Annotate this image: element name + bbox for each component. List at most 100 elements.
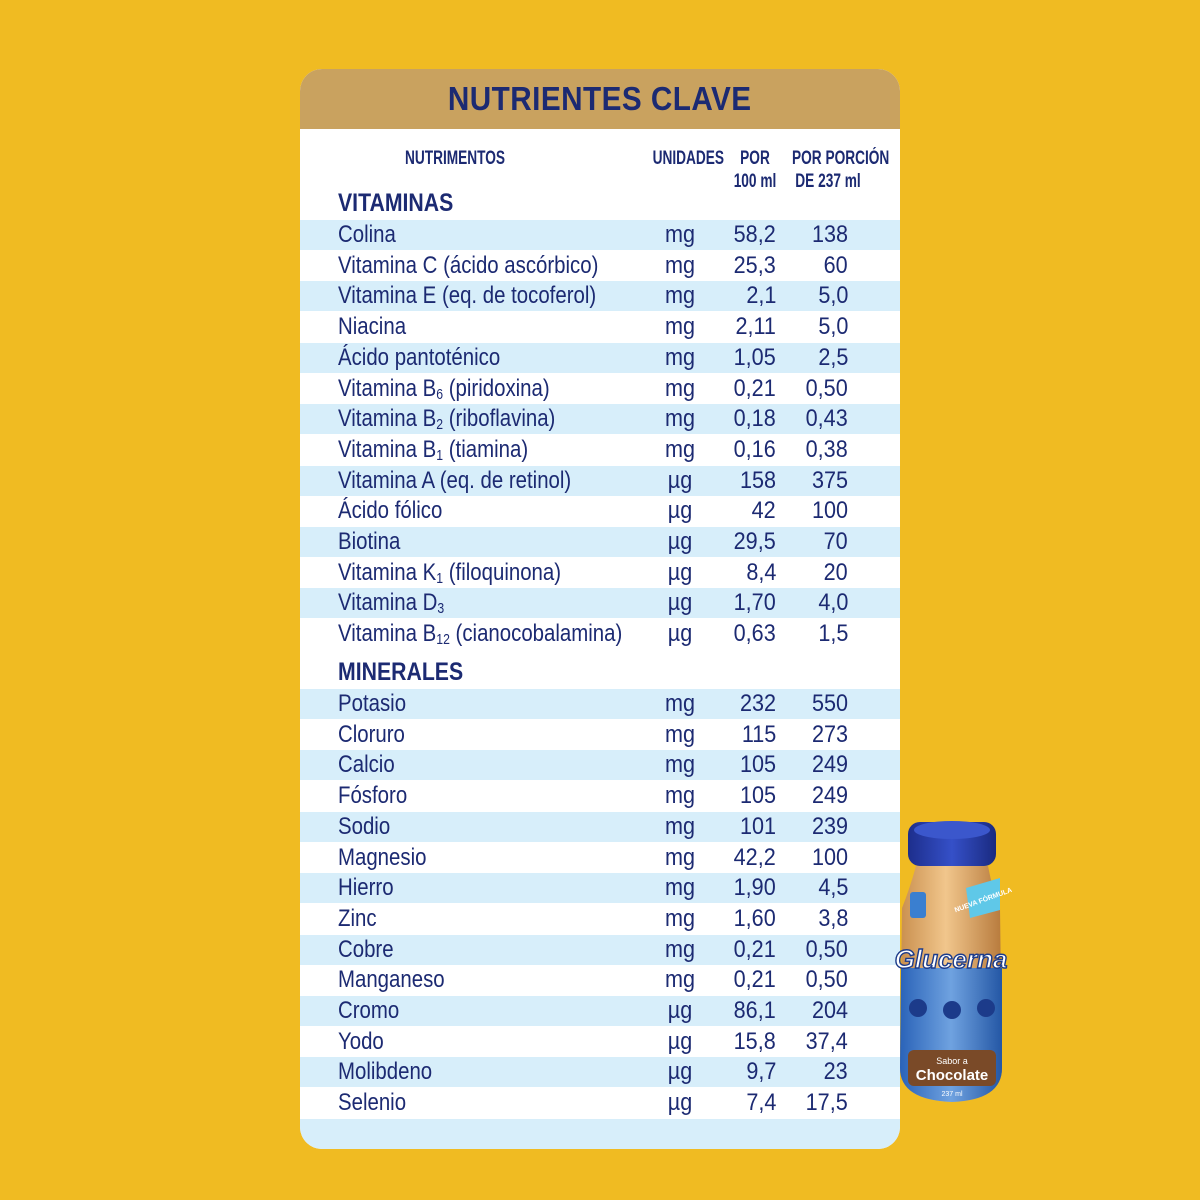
nutrient-per-serving: 0,50 <box>805 374 848 402</box>
bottle-brand-text: Glucerna <box>895 944 1008 974</box>
table-row: Vitamina A (eq. de retinol) µg 158 375 <box>300 465 900 496</box>
nutrient-name: Vitamina C (ácido ascórbico) <box>338 251 599 279</box>
nutrient-per-100ml: 15,8 <box>733 1027 776 1055</box>
nutrient-per-100ml: 29,5 <box>733 528 776 555</box>
nutrient-per-serving: 5,0 <box>817 282 848 310</box>
nutrient-name: Magnesio <box>338 843 427 871</box>
nutrient-name: Biotina <box>338 528 401 555</box>
nutrition-card: NUTRIENTES CLAVE NUTRIMENTOS UNIDADES PO… <box>300 69 900 1149</box>
nutrient-unit: mg <box>664 374 696 402</box>
nutrient-name: Niacina <box>338 313 407 341</box>
nutrient-unit: µg <box>667 997 693 1024</box>
nutrient-unit: µg <box>667 466 693 494</box>
nutrient-per-100ml: 9,7 <box>745 1058 776 1086</box>
nutrient-unit: mg <box>664 966 696 994</box>
nutrient-name: Sodio <box>338 812 391 840</box>
nutrient-per-100ml: 42,2 <box>733 843 776 871</box>
nutrient-per-100ml: 0,18 <box>733 405 776 433</box>
nutrient-per-100ml: 115 <box>741 720 776 748</box>
nutrient-unit: mg <box>664 435 696 463</box>
column-header-nutrients: NUTRIMENTOS <box>401 147 509 170</box>
nutrient-per-serving: 100 <box>811 497 848 525</box>
vitamins-section-title: VITAMINAS <box>338 189 454 217</box>
nutrient-per-serving: 37,4 <box>805 1027 848 1055</box>
nutrient-per-serving: 60 <box>823 251 848 279</box>
nutrient-unit: µg <box>667 558 693 586</box>
table-row: Vitamina B1 (tiamina) mg 0,16 0,38 <box>300 435 900 465</box>
table-row: Vitamina E (eq. de tocoferol) mg 2,1 5,0 <box>300 281 900 312</box>
nutrient-unit: µg <box>667 1027 693 1055</box>
nutrient-unit: mg <box>664 751 696 779</box>
nutrient-per-serving: 17,5 <box>805 1089 848 1117</box>
nutrient-per-serving: 5,0 <box>817 313 848 341</box>
nutrient-name: Vitamina D3 <box>338 589 445 618</box>
nutrient-name: Calcio <box>338 751 395 779</box>
column-header-perserving-line1: POR PORCIÓN <box>792 148 890 169</box>
nutrient-per-100ml: 105 <box>739 782 776 810</box>
nutrient-name: Manganeso <box>338 966 445 994</box>
column-header-per100: POR 100 ml <box>733 147 777 193</box>
table-row: Selenio µg 7,4 17,5 <box>300 1088 900 1118</box>
table-row: Manganeso mg 0,21 0,50 <box>300 965 900 995</box>
nutrient-per-serving: 70 <box>823 528 848 555</box>
nutrient-per-serving: 2,5 <box>817 343 848 371</box>
nutrient-unit: mg <box>664 282 696 310</box>
bottom-band <box>300 1119 900 1149</box>
nutrient-name: Fósforo <box>338 782 408 810</box>
table-row: Vitamina B12 (cianocobalamina) µg 0,63 1,5 <box>300 619 900 649</box>
nutrient-unit: mg <box>664 874 696 902</box>
card-header: NUTRIENTES CLAVE <box>300 69 900 129</box>
nutrient-per-serving: 4,5 <box>817 874 848 902</box>
nutrient-per-serving: 20 <box>823 558 848 586</box>
nutrient-per-serving: 249 <box>811 751 848 779</box>
table-row: Fósforo mg 105 249 <box>300 781 900 811</box>
nutrient-name: Cromo <box>338 997 400 1024</box>
nutrient-per-100ml: 232 <box>739 690 776 717</box>
nutrient-name: Cloruro <box>338 720 405 748</box>
nutrient-name: Cobre <box>338 935 394 963</box>
nutrient-per-100ml: 25,3 <box>733 251 776 279</box>
card-title: NUTRIENTES CLAVE <box>448 80 752 117</box>
bottle-flavor-text: Chocolate <box>916 1067 989 1084</box>
nutrient-unit: µg <box>667 1089 693 1117</box>
nutrient-per-100ml: 0,21 <box>733 935 776 963</box>
nutrient-per-100ml: 1,05 <box>733 343 776 371</box>
nutrient-per-serving: 239 <box>811 812 848 840</box>
nutrient-per-serving: 550 <box>811 690 848 717</box>
nutrient-per-serving: 375 <box>811 466 848 494</box>
nutrient-unit: mg <box>664 221 696 248</box>
minerals-section-title: MINERALES <box>338 658 464 686</box>
nutrient-name: Vitamina E (eq. de tocoferol) <box>338 282 597 310</box>
column-header-perserving-line2: DE 237 ml <box>795 171 861 192</box>
nutrient-per-100ml: 0,21 <box>733 966 776 994</box>
nutrient-unit: mg <box>664 904 696 932</box>
nutrient-unit: µg <box>667 528 693 555</box>
nutrient-per-serving: 249 <box>811 782 848 810</box>
table-row: Cromo µg 86,1 204 <box>300 996 900 1026</box>
table-row: Molibdeno µg 9,7 23 <box>300 1057 900 1088</box>
table-row: Vitamina C (ácido ascórbico) mg 25,3 60 <box>300 251 900 281</box>
nutrient-per-serving: 273 <box>811 720 848 748</box>
nutrient-name: Vitamina B1 (tiamina) <box>338 435 529 464</box>
column-header-nutrients-label: NUTRIMENTOS <box>404 148 506 169</box>
nutrient-per-serving: 1,5 <box>817 620 848 648</box>
nutrient-per-100ml: 2,1 <box>745 282 776 310</box>
nutrient-per-serving: 204 <box>811 997 848 1024</box>
nutrient-unit: µg <box>667 620 693 648</box>
column-header-per100-line1: POR <box>740 148 770 169</box>
column-header-units-label: UNIDADES <box>652 148 725 169</box>
nutrient-unit: mg <box>664 251 696 279</box>
table-row: Ácido pantoténico mg 1,05 2,5 <box>300 342 900 373</box>
nutrient-unit: mg <box>664 812 696 840</box>
nutrient-unit: mg <box>664 405 696 433</box>
nutrient-unit: µg <box>667 589 693 617</box>
column-header-units: UNIDADES <box>653 147 724 170</box>
nutrient-per-serving: 100 <box>811 843 848 871</box>
nutrient-per-100ml: 1,60 <box>733 904 776 932</box>
nutrient-per-100ml: 0,63 <box>733 620 776 648</box>
table-row: Magnesio mg 42,2 100 <box>300 843 900 873</box>
nutrient-name: Colina <box>338 221 396 248</box>
table-row: Ácido fólico µg 42 100 <box>300 496 900 526</box>
table-row: Vitamina B2 (riboflavina) mg 0,18 0,43 <box>300 404 900 435</box>
nutrient-per-100ml: 1,90 <box>733 874 776 902</box>
